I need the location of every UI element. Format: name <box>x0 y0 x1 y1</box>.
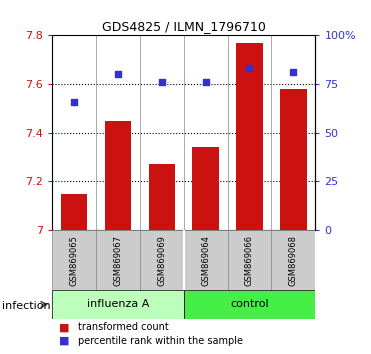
Text: infection: infection <box>2 301 50 310</box>
Bar <box>272 230 315 290</box>
Bar <box>148 164 175 230</box>
Text: GSM869068: GSM869068 <box>289 235 298 286</box>
Text: GSM869066: GSM869066 <box>245 235 254 286</box>
Bar <box>105 121 131 230</box>
Text: GSM869067: GSM869067 <box>113 235 122 286</box>
Text: transformed count: transformed count <box>78 322 169 332</box>
Bar <box>184 290 315 319</box>
Bar <box>184 230 227 290</box>
Bar <box>52 230 96 290</box>
Bar <box>52 290 184 319</box>
Text: ■: ■ <box>59 322 70 332</box>
Point <box>159 79 165 85</box>
Point <box>115 72 121 77</box>
Text: GSM869069: GSM869069 <box>157 235 166 286</box>
Text: percentile rank within the sample: percentile rank within the sample <box>78 336 243 346</box>
Point <box>71 99 77 104</box>
Text: influenza A: influenza A <box>86 299 149 309</box>
Bar <box>140 230 184 290</box>
Point <box>290 69 296 75</box>
Bar <box>96 230 140 290</box>
Text: ■: ■ <box>59 336 70 346</box>
Bar <box>227 230 272 290</box>
Text: GSM869065: GSM869065 <box>69 235 78 286</box>
Text: GSM869064: GSM869064 <box>201 235 210 286</box>
Point <box>203 79 209 85</box>
Title: GDS4825 / ILMN_1796710: GDS4825 / ILMN_1796710 <box>102 20 266 33</box>
Bar <box>236 43 263 230</box>
Bar <box>61 194 87 230</box>
Bar <box>280 89 306 230</box>
Text: control: control <box>230 299 269 309</box>
Bar <box>193 147 219 230</box>
Point <box>246 65 252 71</box>
